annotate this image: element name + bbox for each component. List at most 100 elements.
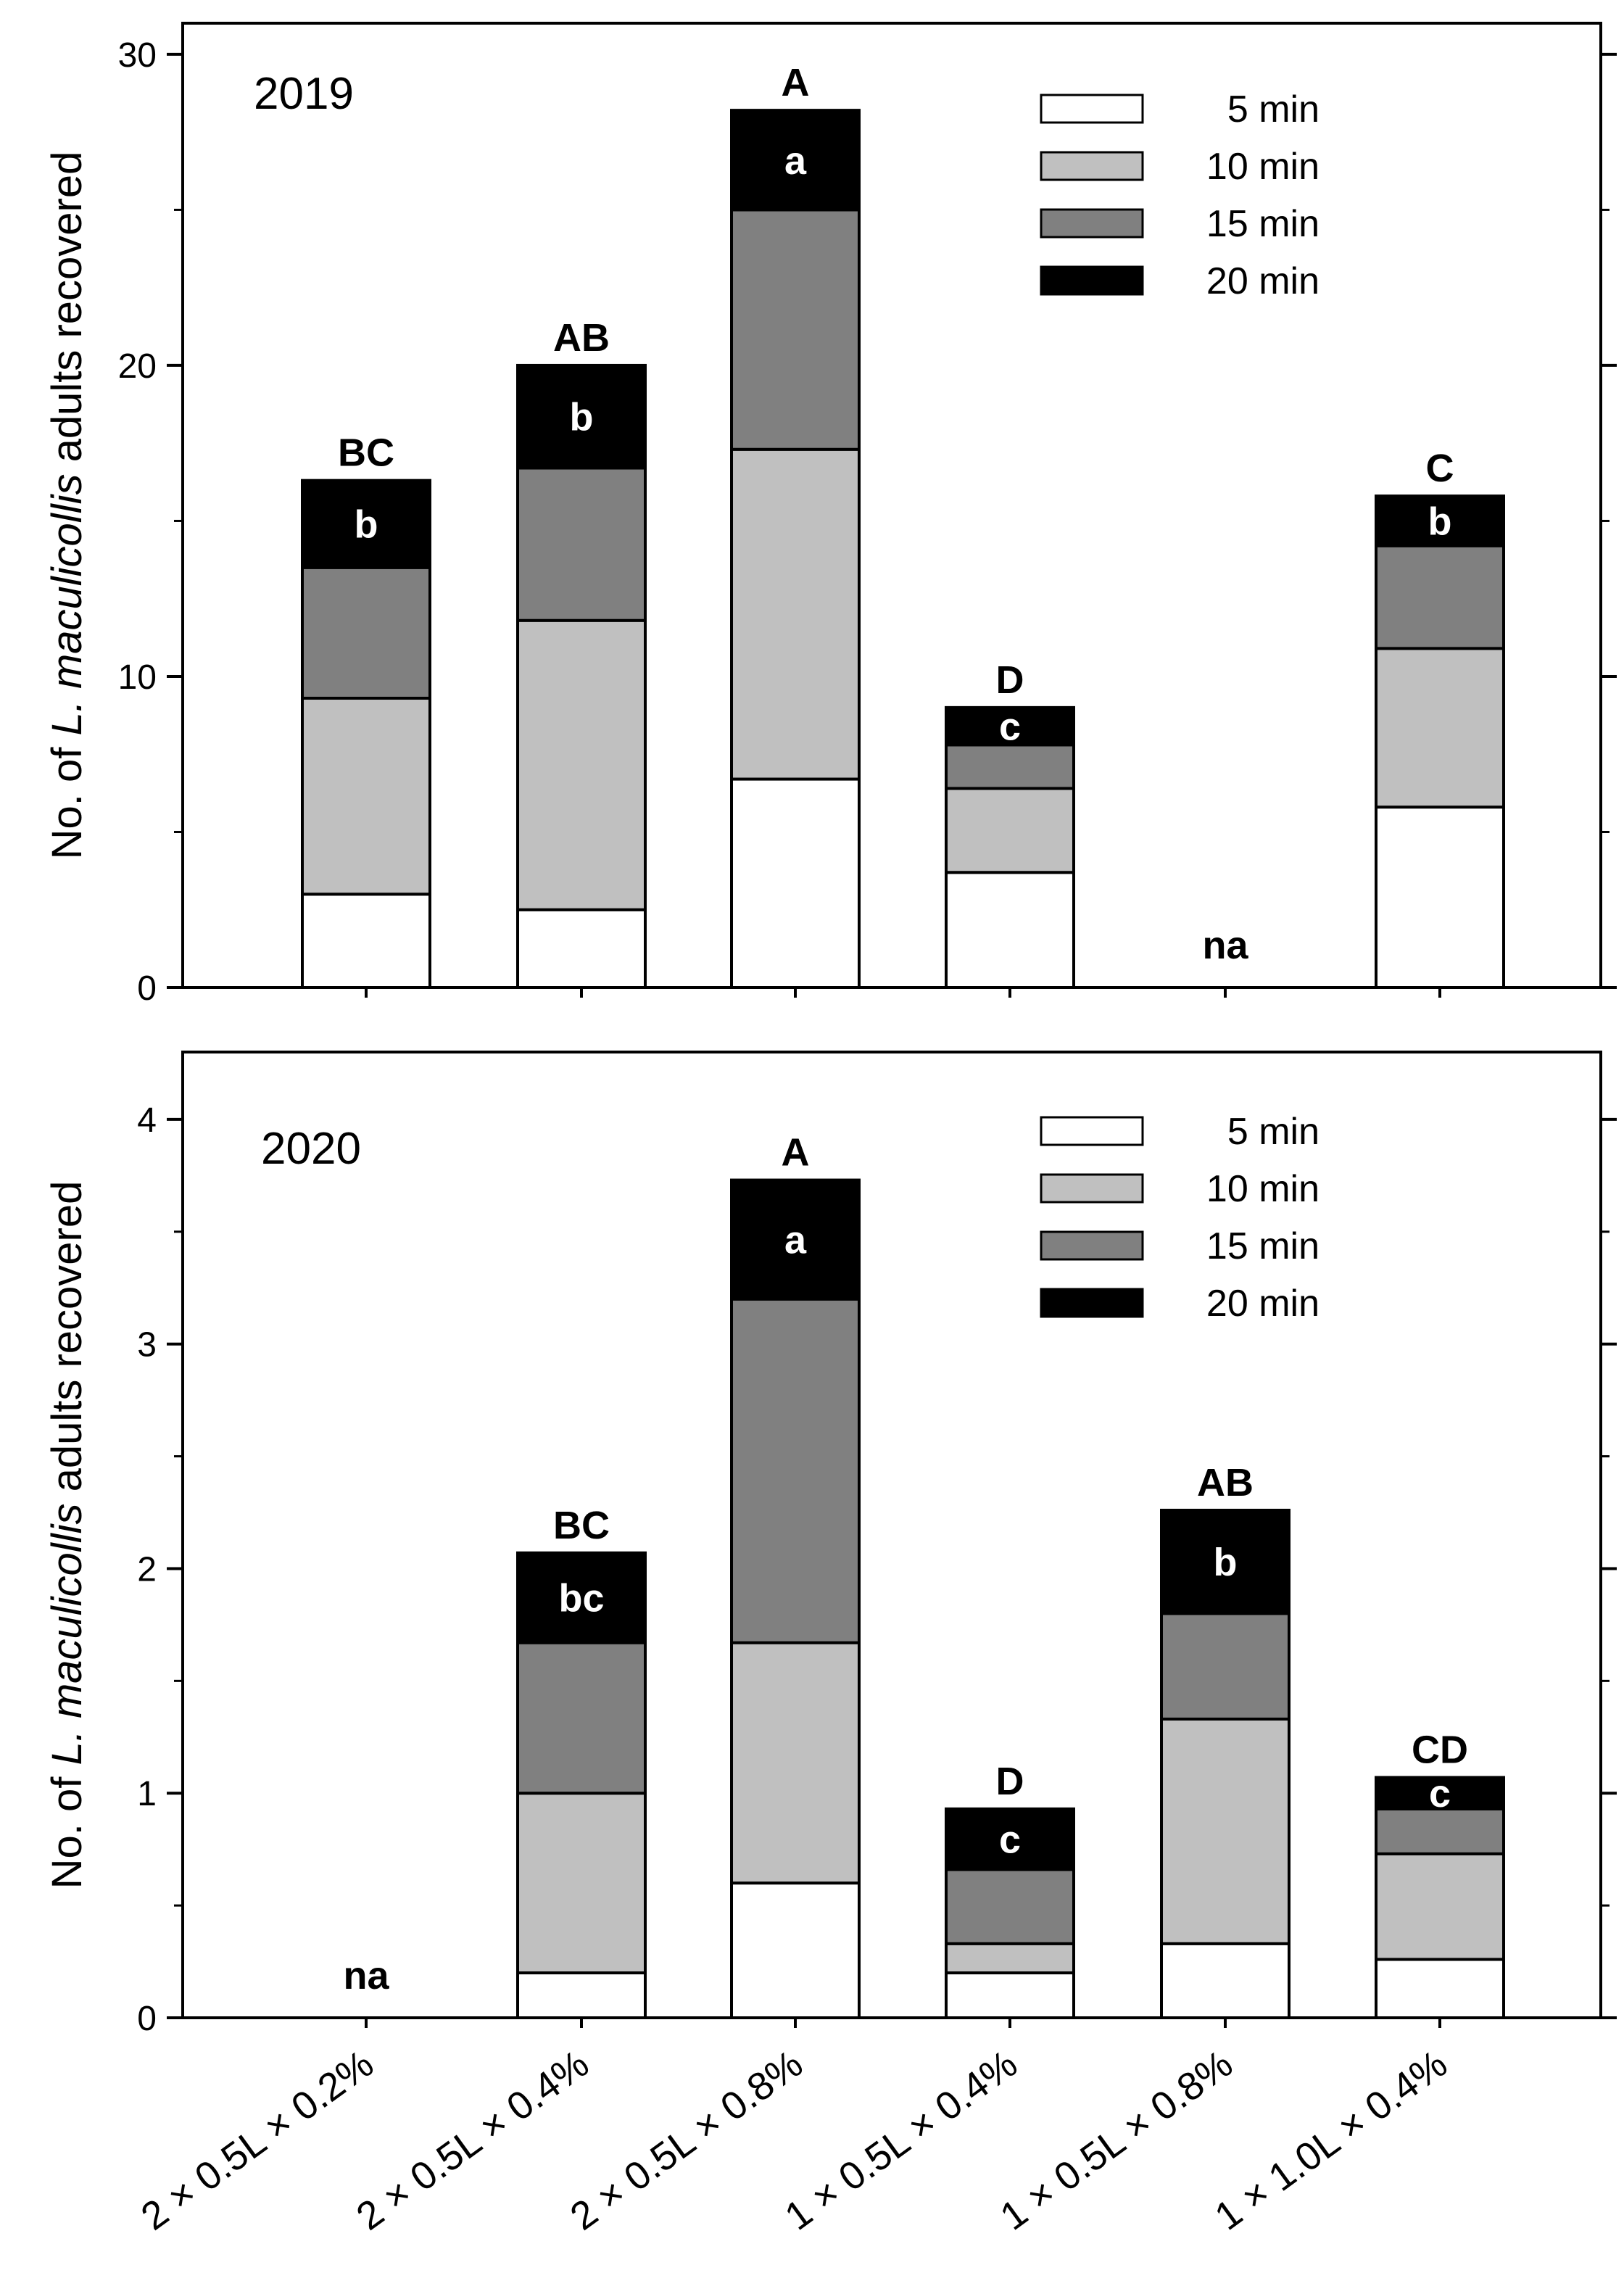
inner-letter: c — [999, 1818, 1021, 1862]
bar-segment — [516, 466, 647, 622]
y-axis-title: No. of L. maculicollis adults recovered — [44, 152, 91, 860]
y-tick-label: 2 — [137, 1550, 157, 1589]
legend-label: 20 min — [1206, 260, 1320, 302]
plot-frame — [181, 1051, 1602, 2019]
significance-letters: BC b AB b Aa Dc Cb na — [338, 61, 1454, 967]
x-category-label: 1 × 0.5L × 0.8% — [993, 2042, 1240, 2238]
inner-letter: b — [355, 503, 378, 547]
bar-segment — [301, 893, 431, 989]
bar-segment — [730, 1297, 861, 1644]
bar-segment — [1160, 1612, 1290, 1721]
legend-label: 5 min — [1227, 88, 1320, 131]
legend-label: 5 min — [1227, 1111, 1320, 1153]
bar-segment — [1375, 544, 1505, 650]
group-letter: C — [1426, 447, 1454, 490]
group-letter: BC — [338, 431, 394, 475]
inner-letter: bc — [558, 1577, 604, 1620]
y-tick-label: 20 — [118, 347, 157, 386]
bar-segment — [945, 705, 1075, 747]
bar-segment — [1375, 1958, 1505, 2019]
inner-letter: b — [570, 396, 594, 439]
bar-stacks — [301, 109, 1505, 990]
y-tick-label: 0 — [137, 969, 157, 1008]
x-category-label: 2 × 0.5L × 0.2% — [133, 2042, 381, 2238]
x-category-label: 1 × 0.5L × 0.4% — [777, 2042, 1025, 2238]
legend-label: 10 min — [1206, 146, 1320, 188]
bar-segment — [1160, 1718, 1290, 1945]
y-axis-ticks: 0 1 2 3 4 — [137, 1101, 1617, 2038]
panel-year-label: 2020 — [261, 1124, 361, 1174]
y-tick-label: 0 — [137, 2000, 157, 2038]
bar-segment — [516, 1641, 647, 1795]
bar-segment — [516, 1971, 647, 2020]
inner-letter: b — [1214, 1541, 1238, 1584]
bar-segment — [1375, 494, 1505, 547]
inner-letter: c — [999, 705, 1021, 749]
bar-segment — [730, 1641, 861, 1885]
bar-segment — [730, 777, 861, 989]
legend-swatch — [1040, 265, 1144, 296]
bar-segment — [730, 1178, 861, 1301]
panel-2020: 2020 No. of L. maculicollis adults recov… — [44, 1051, 1617, 2239]
bar-segment — [730, 208, 861, 451]
y-tick-label: 4 — [137, 1101, 157, 1140]
group-letter: BC — [553, 1504, 610, 1547]
legend-swatch — [1040, 1288, 1144, 1318]
legend-label: 15 min — [1206, 1225, 1320, 1267]
bar-segment — [516, 1792, 647, 1975]
legend-label: 10 min — [1206, 1168, 1320, 1210]
bar-segment — [945, 1942, 1075, 1975]
y-axis-ticks: 0 10 20 30 — [118, 36, 1617, 1008]
bar-segment — [516, 363, 647, 470]
bar-stacks — [516, 1178, 1505, 2020]
bar-segment — [1375, 806, 1505, 989]
bar-segment — [945, 1971, 1075, 2020]
y-tick-label: 10 — [118, 658, 157, 697]
y-tick-label: 3 — [137, 1326, 157, 1365]
bar-segment — [945, 787, 1075, 874]
legend: 5 min 10 min 15 min 20 min — [1040, 1111, 1320, 1325]
legend-label: 20 min — [1206, 1283, 1320, 1325]
bar-segment — [1375, 1852, 1505, 1961]
legend-swatch — [1040, 1173, 1144, 1204]
bar-segment — [945, 1807, 1075, 1871]
legend-swatch — [1040, 208, 1144, 239]
bar-segment — [1375, 1776, 1505, 1810]
group-letter: AB — [1197, 1461, 1254, 1504]
inner-letter: a — [784, 1219, 807, 1262]
y-tick-label: 30 — [118, 36, 157, 75]
y-axis-title: No. of L. maculicollis adults recovered — [44, 1181, 91, 1889]
bar-segment — [730, 1881, 861, 2020]
bar-segment — [1160, 1508, 1290, 1615]
x-category-label: 2 × 0.5L × 0.8% — [563, 2042, 811, 2238]
inner-letter: b — [1428, 500, 1452, 543]
bar-segment — [1160, 1942, 1290, 2020]
inner-letter: a — [784, 139, 807, 183]
x-category-label: 1 × 1.0L × 0.4% — [1207, 2042, 1455, 2238]
bar-segment — [730, 109, 861, 212]
legend: 5 min 10 min 15 min 20 min — [1040, 88, 1320, 302]
bar-segment — [1375, 647, 1505, 809]
bar-segment — [945, 1868, 1075, 1945]
bar-segment — [730, 447, 861, 781]
y-tick-label: 1 — [137, 1775, 157, 1813]
bar-segment — [516, 908, 647, 990]
bar-segment — [301, 697, 431, 896]
bar-segment — [945, 743, 1075, 790]
x-category-label: 2 × 0.5L × 0.4% — [349, 2042, 597, 2238]
bar-segment — [301, 479, 431, 569]
group-letter: A — [782, 61, 810, 104]
bar-segment — [301, 566, 431, 700]
bar-segment — [1375, 1807, 1505, 1855]
legend-swatch — [1040, 151, 1144, 181]
group-letter: CD — [1412, 1728, 1468, 1772]
plot-frame — [181, 22, 1602, 989]
panel-2019: 2019 No. of L. maculicollis adults recov… — [44, 22, 1617, 1008]
legend-swatch — [1040, 1230, 1144, 1261]
bar-segment — [516, 1551, 647, 1644]
bar-segment — [516, 618, 647, 911]
group-letter: D — [996, 1760, 1024, 1803]
na-label: na — [343, 1954, 389, 1997]
